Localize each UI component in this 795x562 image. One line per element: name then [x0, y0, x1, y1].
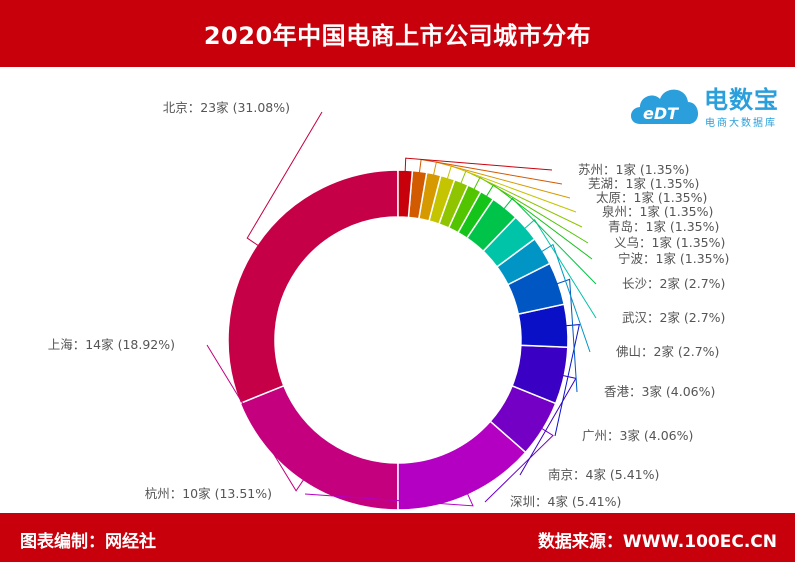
leader-line-香港 — [556, 278, 578, 393]
footer-banner: 图表编制：网经社 数据来源：WWW.100EC.CN — [0, 513, 795, 562]
slice-label-长沙: 长沙：2家 (2.7%) — [622, 276, 725, 291]
logo-tagline: 电商大数据库 — [705, 118, 777, 129]
leader-line-宁波 — [485, 184, 593, 260]
slice-label-武汉: 武汉：2家 (2.7%) — [622, 310, 725, 325]
leader-line-长沙 — [503, 197, 597, 285]
slice-label-青岛: 青岛：1家 (1.35%) — [608, 219, 719, 234]
slice-label-苏州: 苏州：1家 (1.35%) — [578, 162, 689, 177]
cloud-logo-icon: eDT — [631, 89, 699, 124]
leader-line-佛山 — [540, 243, 591, 353]
slice-label-深圳: 深圳：4家 (5.41%) — [510, 494, 621, 509]
leader-line-深圳 — [484, 427, 554, 503]
chart-title: 2020年中国电商上市公司城市分布 — [203, 22, 592, 50]
logo-brand: 电数宝 — [704, 86, 779, 114]
slice-label-北京: 北京：23家 (31.08%) — [163, 100, 290, 115]
leader-line-广州 — [554, 324, 580, 437]
slice-北京 — [227, 169, 399, 405]
footer-source: 数据来源：WWW.100EC.CN — [537, 532, 777, 552]
slice-labels: 北京：23家 (31.08%) 上海：14家 (18.92%) 杭州：10家 (13… — [48, 100, 730, 509]
title-banner: 2020年中国电商上市公司城市分布 — [0, 0, 795, 67]
footer-credit: 图表编制：网经社 — [20, 532, 156, 552]
slice-label-香港: 香港：3家 (4.06%) — [604, 384, 715, 399]
slice-label-泉州: 泉州：1家 (1.35%) — [602, 204, 713, 219]
slice-label-佛山: 佛山：2家 (2.7%) — [616, 344, 719, 359]
logo-mark: eDT — [643, 104, 679, 123]
leader-line-北京 — [246, 111, 323, 247]
leader-line-杭州 — [304, 492, 474, 507]
donut-slices — [227, 169, 569, 511]
leader-line-上海 — [206, 344, 305, 492]
slice-label-广州: 广州：3家 (4.06%) — [582, 428, 693, 443]
leader-line-武汉 — [523, 218, 597, 319]
leader-lines — [206, 111, 597, 507]
slice-label-南京: 南京：4家 (5.41%) — [548, 467, 659, 482]
slice-label-宁波: 宁波：1家 (1.35%) — [618, 251, 729, 266]
leader-line-苏州 — [404, 157, 553, 173]
logo: eDT 电数宝 电商大数据库 — [626, 74, 794, 136]
slice-label-义乌: 义乌：1家 (1.35%) — [614, 235, 725, 250]
donut-chart: 北京：23家 (31.08%) 上海：14家 (18.92%) 杭州：10家 (13… — [48, 100, 730, 511]
slice-苏州 — [397, 169, 414, 219]
slice-label-芜湖: 芜湖：1家 (1.35%) — [588, 176, 699, 191]
slice-label-上海: 上海：14家 (18.92%) — [48, 337, 175, 352]
slice-label-太原: 太原：1家 (1.35%) — [596, 190, 707, 205]
slice-label-杭州: 杭州：10家 (13.51%) — [145, 486, 272, 501]
